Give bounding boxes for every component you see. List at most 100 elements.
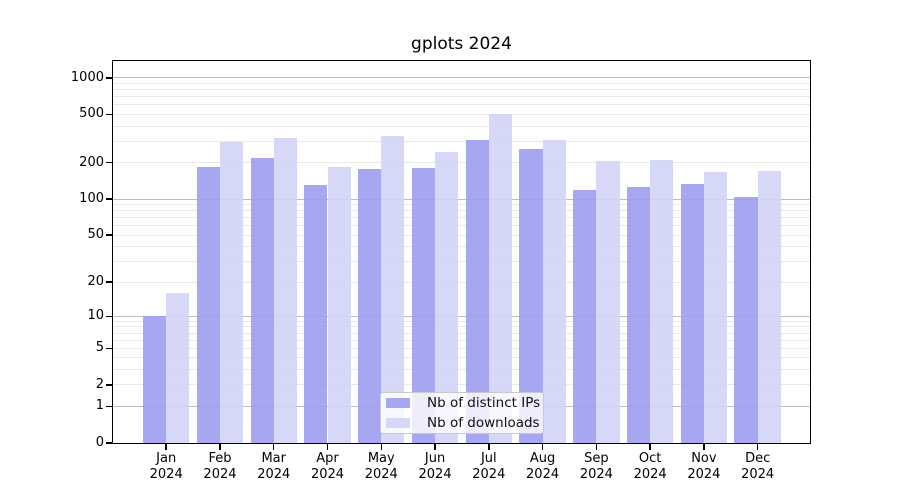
bar-jan-downloads — [166, 293, 190, 443]
legend-item-distinct-ips: Nb of distinct IPs — [381, 395, 543, 412]
y-tick — [106, 315, 112, 317]
x-tick-label: Mar 2024 — [257, 451, 291, 482]
y-tick-label: 100 — [79, 191, 104, 207]
x-tick — [649, 443, 651, 450]
bar-jun-downloads — [435, 152, 459, 443]
y-tick — [106, 405, 112, 408]
bar-jul-ips — [465, 140, 489, 443]
gridline-minor — [113, 326, 810, 328]
bar-dec-downloads — [757, 170, 781, 443]
bar-may-downloads — [381, 135, 405, 443]
y-tick-label: 0 — [95, 435, 104, 450]
bar-dec-ips — [734, 196, 758, 443]
gridline-minor — [113, 369, 810, 371]
gridline-minor — [113, 357, 810, 359]
x-tick-label: Oct 2024 — [633, 451, 667, 482]
bar-apr-ips — [304, 185, 328, 443]
gridline-minor — [113, 234, 810, 236]
bar-sep-ips — [573, 189, 597, 443]
x-tick — [541, 443, 544, 450]
gridline-minor — [113, 113, 810, 115]
x-tick-label: Dec 2024 — [741, 451, 775, 482]
bar-feb-ips — [196, 166, 220, 443]
gridline-minor — [113, 347, 810, 349]
legend: Nb of distinct IPs Nb of downloads — [380, 392, 544, 434]
x-tick — [219, 443, 221, 450]
y-tick-label: 10 — [87, 308, 104, 324]
x-tick — [434, 443, 436, 450]
y-tick — [106, 77, 112, 79]
y-tick — [106, 347, 112, 350]
y-tick-label: 1000 — [70, 69, 104, 85]
bar-oct-ips — [626, 187, 651, 443]
x-tick-label: Feb 2024 — [203, 451, 237, 482]
y-tick-label: 1 — [95, 398, 104, 414]
y-tick — [106, 113, 112, 116]
x-tick — [380, 443, 383, 450]
gridline-minor — [113, 140, 810, 142]
x-tick — [488, 443, 490, 450]
y-tick — [106, 442, 112, 444]
gridline-minor — [113, 162, 810, 164]
gridline-minor — [113, 217, 810, 219]
x-tick — [756, 443, 759, 450]
y-tick — [106, 281, 112, 283]
x-tick-label: May 2024 — [364, 451, 398, 482]
bar-apr-downloads — [327, 166, 351, 443]
bar-oct-downloads — [650, 159, 674, 443]
legend-swatch-downloads — [386, 418, 410, 428]
y-tick-label: 20 — [87, 274, 104, 290]
legend-label-downloads: Nb of downloads — [427, 414, 540, 431]
bar-feb-downloads — [219, 142, 244, 443]
gridline-minor — [113, 281, 810, 283]
legend-item-downloads: Nb of downloads — [381, 415, 543, 432]
gridline-minor — [113, 332, 810, 334]
x-tick — [595, 443, 598, 450]
bar-jan-ips — [143, 316, 167, 443]
y-tick-label: 500 — [79, 106, 104, 122]
x-tick — [165, 443, 167, 450]
y-tick — [106, 234, 112, 236]
bar-nov-ips — [680, 183, 704, 443]
x-tick — [272, 443, 275, 450]
x-tick-label: Aug 2024 — [526, 451, 560, 482]
gridline-major — [113, 198, 810, 200]
x-tick — [703, 443, 705, 450]
gridline-minor — [113, 89, 810, 91]
legend-swatch-distinct-ips — [386, 398, 410, 408]
y-tick-label: 200 — [79, 154, 104, 170]
gridline-minor — [113, 204, 810, 206]
bar-sep-downloads — [596, 160, 620, 443]
gridline-minor — [113, 246, 810, 248]
gridline-minor — [113, 125, 810, 127]
bar-may-ips — [358, 168, 382, 443]
gridline-minor — [113, 261, 810, 262]
x-tick-label: Apr 2024 — [310, 451, 345, 482]
x-tick-label: Jan 2024 — [149, 451, 183, 482]
y-tick — [106, 384, 112, 386]
gridline-minor — [113, 384, 810, 386]
y-tick — [106, 198, 112, 200]
bar-jul-downloads — [488, 114, 512, 443]
y-tick-label: 5 — [95, 340, 104, 356]
y-tick — [106, 161, 112, 164]
bar-aug-ips — [519, 148, 543, 443]
x-tick-label: Nov 2024 — [687, 451, 721, 482]
gridline-minor — [113, 82, 810, 84]
x-tick-label: Jul 2024 — [472, 451, 506, 482]
gridline-minor — [113, 225, 810, 227]
gridline-minor — [113, 320, 810, 322]
gridline-minor — [113, 96, 810, 98]
gridline-minor — [113, 210, 810, 212]
gridline-major — [113, 315, 810, 317]
y-tick-label: 2 — [95, 376, 104, 392]
bar-jun-ips — [411, 168, 436, 443]
x-tick-label: Sep 2024 — [579, 451, 613, 482]
gridline-major — [113, 77, 810, 79]
gridline-minor — [113, 104, 810, 106]
plot-area — [113, 61, 810, 443]
bar-mar-downloads — [273, 137, 297, 443]
x-tick-label: Jun 2024 — [418, 451, 452, 482]
x-tick — [326, 443, 329, 450]
